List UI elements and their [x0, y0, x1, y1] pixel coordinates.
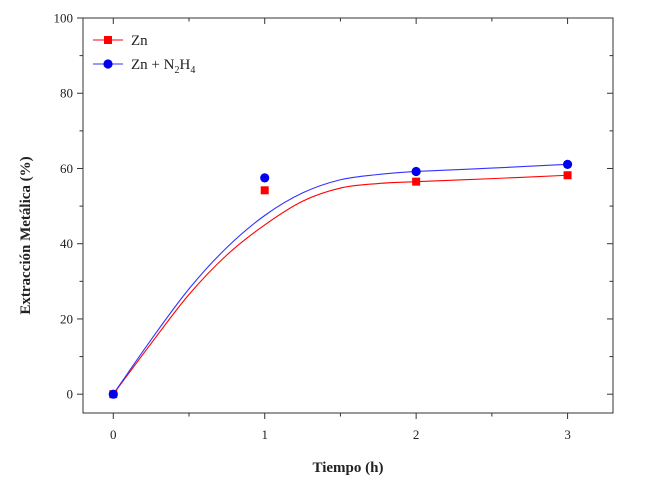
y-tick-label: 80	[60, 86, 73, 101]
y-tick-label: 20	[60, 311, 73, 326]
y-tick-label: 40	[60, 236, 73, 251]
plot-area-frame	[82, 17, 614, 414]
data-points	[108, 159, 573, 399]
legend: Zn Zn + N2H4	[93, 33, 195, 76]
data-point-circle	[260, 173, 270, 183]
y-tick-label: 0	[67, 387, 74, 402]
axis-ticks	[77, 17, 613, 419]
y-axis-title: Extracción Metálica (%)	[18, 156, 34, 314]
axis-tick-labels: 0 1 2 3 0 20 40 60 80 100	[54, 11, 571, 443]
x-tick-label: 1	[261, 427, 268, 442]
x-tick-label: 2	[413, 427, 420, 442]
x-tick-label: 3	[564, 427, 571, 442]
fit-curve-series-0	[112, 174, 568, 395]
x-tick-label: 0	[110, 427, 117, 442]
data-point-circle	[411, 166, 421, 177]
data-point-circle	[108, 389, 118, 399]
legend-marker-square	[104, 36, 112, 44]
legend-label: Zn + N2H4	[131, 57, 195, 76]
y-tick-label: 100	[54, 11, 74, 26]
fit-curves	[112, 163, 568, 395]
legend-marker-circle	[103, 59, 113, 69]
y-tick-label: 60	[60, 161, 73, 176]
data-point-square	[412, 177, 421, 186]
legend-label: Zn	[131, 33, 148, 49]
data-point-square	[563, 171, 572, 180]
data-point-circle	[562, 159, 573, 169]
data-point-square	[260, 186, 269, 195]
x-axis-title: Tiempo (h)	[313, 460, 384, 476]
fit-curve-series-1	[112, 163, 568, 395]
